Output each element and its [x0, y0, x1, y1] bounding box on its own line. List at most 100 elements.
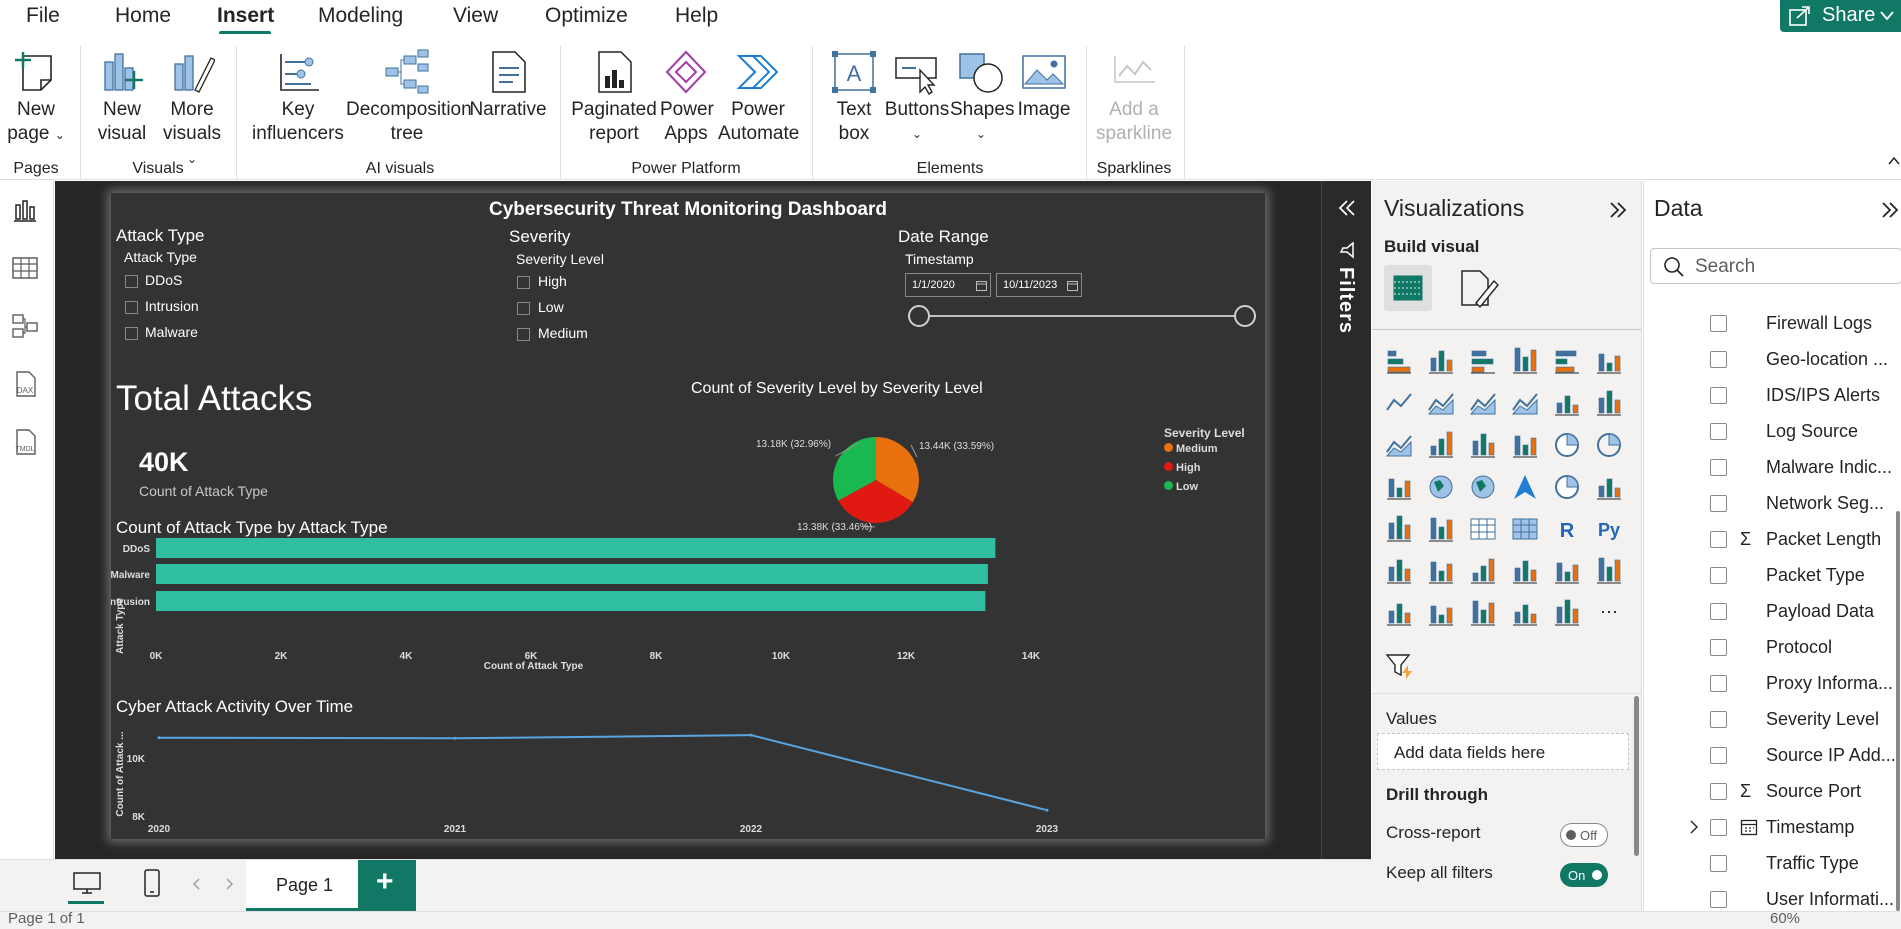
field-checkbox[interactable]	[1710, 747, 1727, 764]
field-checkbox[interactable]	[1710, 855, 1727, 872]
legend-item-high[interactable]: High	[1164, 462, 1200, 474]
donut-visual-icon[interactable]	[1594, 430, 1624, 460]
key-influencers-button[interactable]: Key influencers	[250, 48, 346, 146]
add-page-button[interactable]: +	[358, 860, 416, 912]
chevron-left-icon[interactable]	[192, 878, 202, 890]
legend-item-medium[interactable]: Medium	[1164, 443, 1218, 455]
python-visual-icon[interactable]: Py	[1594, 514, 1624, 544]
line-point[interactable]	[157, 736, 161, 740]
field-checkbox[interactable]	[1710, 783, 1727, 800]
field-checkbox[interactable]	[1710, 315, 1727, 332]
field-checkbox[interactable]	[1710, 675, 1727, 692]
date-slider-start-handle[interactable]	[908, 305, 930, 327]
decomposition-tree-visual-icon[interactable]	[1426, 556, 1456, 586]
pie-slice-low[interactable]	[833, 437, 876, 501]
line-visual-icon[interactable]	[1384, 388, 1414, 418]
waterfall-line-visual-icon[interactable]	[1552, 388, 1582, 418]
field-checkbox[interactable]	[1710, 531, 1727, 548]
menu-file[interactable]: File	[26, 4, 60, 27]
table-visual-icon[interactable]	[1468, 514, 1498, 544]
power-apps-visual-visual-icon[interactable]	[1594, 556, 1624, 586]
field-item[interactable]: Protocol	[1644, 629, 1901, 665]
field-checkbox[interactable]	[1710, 351, 1727, 368]
data-search-box[interactable]: Search	[1650, 248, 1901, 284]
power-apps-button[interactable]: Power Apps	[660, 48, 714, 146]
field-item[interactable]: Source IP Add...	[1644, 737, 1901, 773]
stacked-bar-visual-icon[interactable]	[1384, 346, 1414, 376]
r-script-visual-icon[interactable]: R	[1552, 514, 1582, 544]
qa-visual-icon[interactable]	[1468, 556, 1498, 586]
new-page-button[interactable]: New page ⌄	[4, 48, 68, 147]
field-item[interactable]: Malware Indic...	[1644, 449, 1901, 485]
date-slider-end-handle[interactable]	[1234, 305, 1256, 327]
narrative-button[interactable]: Narrative	[468, 48, 548, 122]
field-item[interactable]: Log Source	[1644, 413, 1901, 449]
field-item[interactable]: Severity Level	[1644, 701, 1901, 737]
field-item[interactable]: Packet Type	[1644, 557, 1901, 593]
field-checkbox[interactable]	[1710, 459, 1727, 476]
treemap-visual-icon[interactable]	[1384, 472, 1414, 502]
slicer-checkbox-intrusion[interactable]	[125, 301, 138, 314]
area-visual-icon[interactable]	[1426, 388, 1456, 418]
slicer-visual-icon[interactable]	[1426, 514, 1456, 544]
automate-visual-icon[interactable]	[1384, 598, 1414, 628]
narrative-visual-icon[interactable]	[1510, 556, 1540, 586]
collapse-data-icon[interactable]	[1880, 201, 1900, 219]
key-influencers-visual-icon[interactable]	[1384, 556, 1414, 586]
card-visual-icon[interactable]	[1594, 472, 1624, 502]
100-bar-visual-icon[interactable]	[1552, 346, 1582, 376]
field-checkbox[interactable]	[1710, 819, 1727, 836]
pie-slice-high[interactable]	[838, 480, 913, 523]
desktop-layout-icon[interactable]	[72, 870, 102, 896]
map-visual-icon[interactable]	[1426, 472, 1456, 502]
chevron-right-icon[interactable]	[224, 878, 234, 890]
pie-visual-icon[interactable]	[1552, 430, 1582, 460]
scatter-visual-icon[interactable]	[1510, 430, 1540, 460]
field-item[interactable]: Firewall Logs	[1644, 305, 1901, 341]
expand-filters-icon[interactable]	[1337, 199, 1357, 217]
slicer-checkbox-medium[interactable]	[517, 328, 530, 341]
bar-intrusion[interactable]	[156, 591, 986, 611]
data-pane-scrollbar[interactable]	[1896, 511, 1900, 911]
field-item[interactable]: Timestamp	[1644, 809, 1901, 845]
chevron-right-icon[interactable]	[1689, 820, 1699, 834]
field-item[interactable]: Payload Data	[1644, 593, 1901, 629]
filters-pane-collapsed[interactable]: Filters	[1321, 181, 1371, 859]
100-column-visual-icon[interactable]	[1594, 346, 1624, 376]
field-item[interactable]: Σ Packet Length	[1644, 521, 1901, 557]
shapes-button[interactable]: Shapes ⌄	[950, 48, 1014, 146]
keep-all-filters-toggle[interactable]: On	[1560, 863, 1608, 887]
field-checkbox[interactable]	[1710, 423, 1727, 440]
mobile-layout-icon[interactable]	[142, 868, 162, 898]
decomposition-tree-button[interactable]: Decomposition tree	[346, 48, 472, 146]
report-view-icon[interactable]	[10, 195, 40, 225]
collapse-visualizations-icon[interactable]	[1608, 201, 1628, 219]
pie-slice-medium[interactable]	[876, 437, 919, 503]
add-sparkline-button[interactable]: Add a sparkline	[1092, 48, 1176, 146]
line-point[interactable]	[1045, 808, 1049, 812]
stacked-area-visual-icon[interactable]	[1468, 388, 1498, 418]
field-checkbox[interactable]	[1710, 891, 1727, 908]
filled-map-visual-icon[interactable]	[1468, 472, 1498, 502]
line-series[interactable]	[158, 734, 1048, 812]
calendar-icon[interactable]	[976, 280, 987, 291]
line-point[interactable]	[749, 733, 753, 737]
more-visuals-button[interactable]: More visuals ⌄	[160, 48, 224, 171]
field-checkbox[interactable]	[1710, 567, 1727, 584]
text-box-button[interactable]: A Text box	[826, 48, 882, 146]
slicer-checkbox-high[interactable]	[517, 276, 530, 289]
matrix-visual-icon[interactable]	[1510, 514, 1540, 544]
calendar-icon[interactable]	[1067, 280, 1078, 291]
build-visual-tab[interactable]	[1384, 265, 1432, 311]
severity-pie-chart[interactable]: 13.44K (33.59%) 13.38K (33.46%) 13.18K (32…	[711, 405, 1031, 555]
ribbon-visual-icon[interactable]	[1510, 388, 1540, 418]
new-visual-button[interactable]: New visual	[92, 48, 152, 146]
menu-optimize[interactable]: Optimize	[545, 4, 628, 27]
field-item[interactable]: Σ Source Port	[1644, 773, 1901, 809]
image-visual-visual-icon[interactable]	[1426, 598, 1456, 628]
paginated-visual-icon[interactable]	[1552, 556, 1582, 586]
collapse-ribbon-icon[interactable]	[1888, 156, 1900, 166]
menu-help[interactable]: Help	[675, 4, 719, 27]
shape-visual-icon[interactable]	[1468, 598, 1498, 628]
cross-report-toggle[interactable]: Off	[1560, 823, 1608, 847]
